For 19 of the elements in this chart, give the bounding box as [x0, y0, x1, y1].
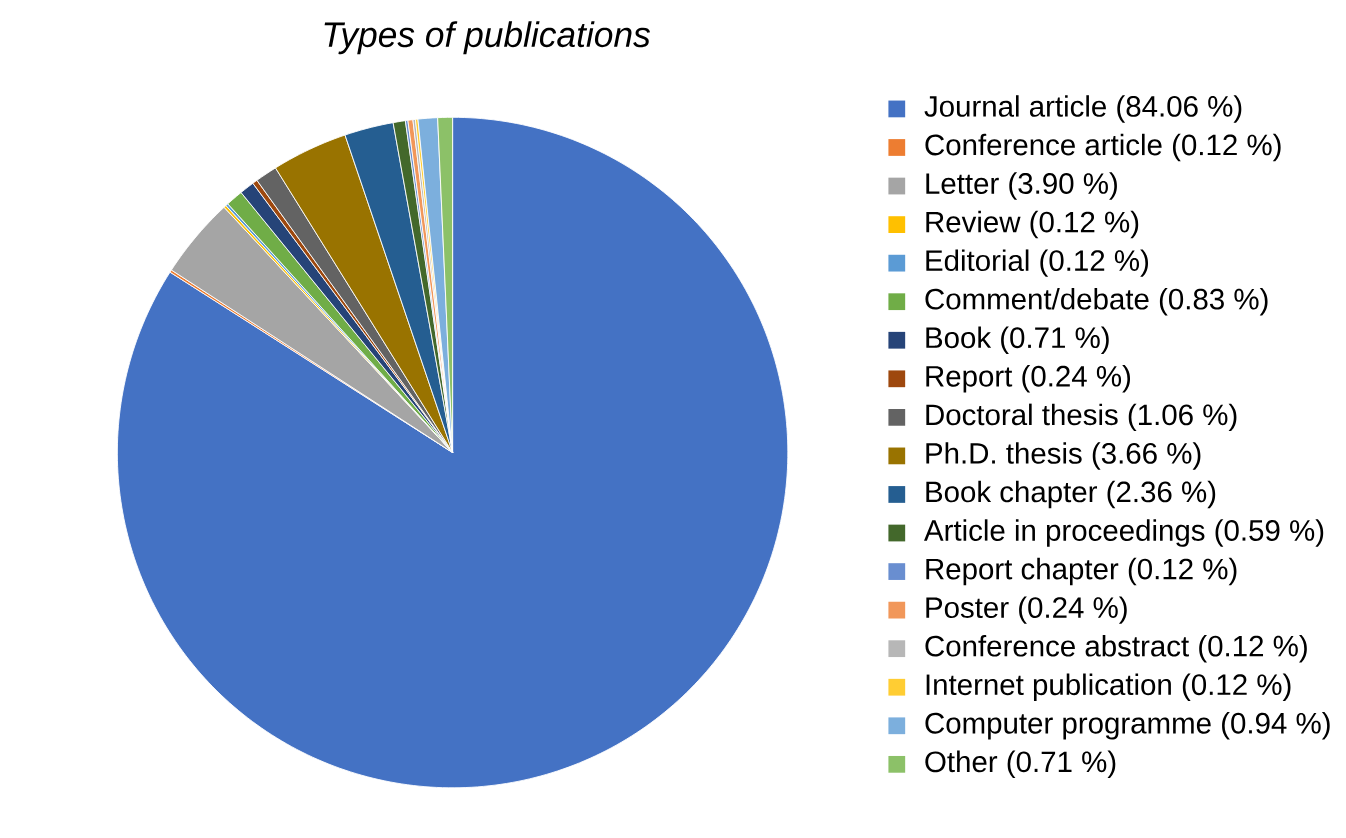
legend-label: Review (0.12 %): [926, 210, 1139, 239]
legend-label: Conference article (0.12 %): [925, 133, 1281, 162]
legend-label: Doctoral thesis (1.06 %): [926, 403, 1237, 432]
chart-title: Types of publications: [324, 21, 651, 55]
legend-label: Computer programme (0.94 %): [925, 712, 1330, 740]
legend-label: Journal article (84.06 %): [924, 95, 1242, 123]
legend-label: Book chapter (2.36 %): [926, 480, 1216, 509]
legend-label: Conference abstract (0.12 %): [925, 634, 1307, 663]
legend-label: Editorial (0.12 %): [926, 249, 1149, 277]
legend-label: Report (0.24 %): [926, 365, 1131, 393]
legend-label: Poster (0.24 %): [926, 596, 1127, 624]
legend-label: Ph.D. thesis (3.66 %): [926, 442, 1201, 470]
legend-label: Report chapter (0.12 %): [926, 557, 1237, 586]
legend-label: Book (0.71 %): [926, 326, 1109, 354]
legend-label: Internet publication (0.12 %): [926, 673, 1291, 701]
legend-label: Article in proceedings (0.59 %): [924, 519, 1324, 547]
legend-label: Comment/debate (0.83 %): [925, 287, 1268, 316]
legend-label: Letter (3.90 %): [926, 172, 1117, 200]
legend-label: Other (0.71 %): [925, 750, 1116, 779]
